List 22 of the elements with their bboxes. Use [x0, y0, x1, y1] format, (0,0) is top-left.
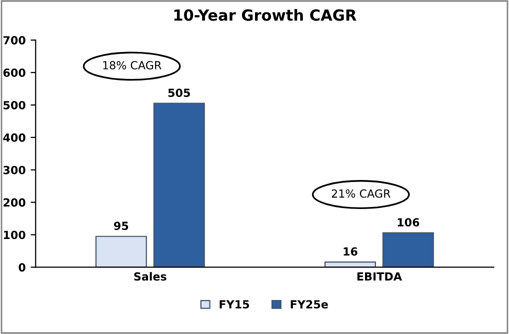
- y-tick-label: 400: [3, 133, 26, 142]
- y-tick-label: 100: [4, 230, 26, 240]
- data-label: 505: [168, 88, 190, 98]
- y-tick-label: 500: [4, 100, 26, 110]
- data-label: 106: [398, 218, 420, 226]
- y-tick-label: 0: [18, 263, 26, 272]
- y-tick-label: 600: [3, 68, 26, 77]
- y-tick-label: 700: [3, 36, 26, 44]
- legend-label: FY25e: [290, 300, 328, 309]
- y-tick-label: 300: [3, 166, 26, 174]
- x-tick-label: Sales: [134, 272, 166, 281]
- data-label: 16: [344, 247, 358, 256]
- y-tick-label: 200: [4, 198, 26, 207]
- data-label: 95: [114, 222, 128, 230]
- chart-title: 10-Year Growth CAGR: [174, 9, 356, 21]
- annotation: 18% CAGR: [103, 61, 162, 70]
- bar: [153, 102, 205, 268]
- annotation: 21% CAGR: [332, 189, 390, 198]
- legend-label: FY15: [220, 300, 250, 309]
- bar: [382, 232, 434, 268]
- x-tick-label: EBITDA: [357, 272, 402, 281]
- bar: [95, 236, 147, 268]
